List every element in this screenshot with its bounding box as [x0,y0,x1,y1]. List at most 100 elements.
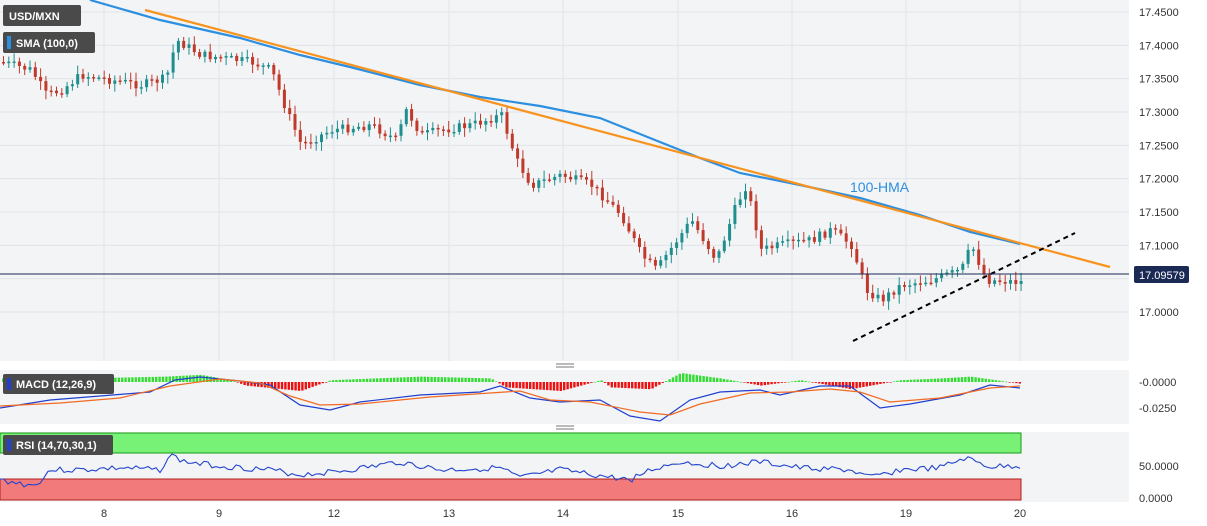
macd-resize-handle[interactable] [556,363,574,368]
macd-bar [161,376,165,382]
candle-body [712,249,716,258]
macd-bar [416,376,420,382]
macd-bar [882,382,885,384]
macd-bar [685,373,688,382]
macd-bar [947,377,950,382]
candle-body [781,241,785,243]
candle-body [802,239,806,242]
candlesticks [2,36,1023,310]
candle-body [542,179,546,181]
candle-body [129,79,133,82]
candle-body [585,177,588,180]
candle-body [643,247,647,259]
candle-body [256,64,260,67]
macd-tick-1: -0.0250 [1139,403,1176,415]
macd-bar [250,382,253,387]
candle-body [722,240,726,252]
candle-body [606,200,610,202]
macd-bar [399,377,403,382]
macd-bar [144,377,148,382]
candle-body [1009,280,1012,284]
candle-body [653,259,657,266]
candle-body [161,74,164,83]
macd-bar [505,382,508,388]
macd-bar [297,382,301,391]
macd-bar [627,382,630,389]
candle-body [828,228,832,238]
macd-bar [464,377,467,382]
candle-body [150,79,154,81]
macd-bar [760,382,763,386]
candle-body [240,57,244,62]
candle-body [251,56,255,65]
macd-bar [872,382,875,386]
macd-bar [131,377,134,382]
macd-bar [148,376,151,382]
candle-body [717,251,721,258]
rsi-oversold-zone [0,478,1022,501]
macd-bar [889,382,892,383]
macd-bar [195,375,199,382]
macd-bar [739,381,743,383]
candle-body [510,133,514,149]
candle-body [229,55,233,58]
macd-bar [688,374,692,382]
candle-body [998,280,1002,282]
macd-bar [750,382,753,384]
candle-body [1019,281,1023,284]
macd-bar [906,379,909,382]
candle-body [145,79,149,88]
macd-bar [644,382,647,389]
candle-body [86,77,90,79]
macd-bar [559,382,562,391]
candle-body [373,124,376,126]
macd-bar [862,382,865,388]
macd-bar [134,377,137,382]
macd-bar [794,380,797,382]
macd-bar [491,379,494,382]
macd-bar [542,382,545,390]
macd-bar [287,382,290,390]
macd-bar [950,377,953,382]
time-tick-label: 9 [216,508,222,520]
macd-bar [423,376,426,382]
macd-bar [675,375,678,382]
rsi-resize-handle[interactable] [556,425,574,430]
candle-body [1003,281,1007,284]
candle-body [346,124,350,133]
candle-body [966,249,970,264]
candle-body [791,239,795,241]
grid-lines [0,0,1129,361]
candle-body [293,114,297,130]
macd-bar [940,378,943,382]
macd-bar [260,382,263,388]
time-tick-label: 8 [101,508,107,520]
macd-bar [413,376,416,382]
macd-bar [770,382,773,385]
macd-bar [539,382,542,390]
candle-body [113,80,117,84]
macd-bar [393,377,396,382]
macd-bar [641,382,644,389]
candle-body [171,52,175,73]
macd-bar [858,382,862,388]
candle-body [611,201,615,205]
macd-bar [831,382,834,386]
candle-body [261,65,265,67]
macd-bar [226,379,229,382]
macd-bar [229,380,233,382]
macd-bar [991,379,994,382]
macd-tag: MACD (12,26,9) [3,374,114,394]
candle-body [182,40,186,48]
candle-body [860,262,864,274]
macd-bar [444,377,447,382]
candle-body [102,77,106,79]
macd-bar [712,377,715,382]
macd-bar [960,377,964,382]
macd-bar [661,382,664,383]
macd-bar [348,379,352,382]
candle-body [39,76,43,82]
candle-body [219,56,223,59]
candle-body [426,130,429,133]
candle-body [447,129,451,133]
